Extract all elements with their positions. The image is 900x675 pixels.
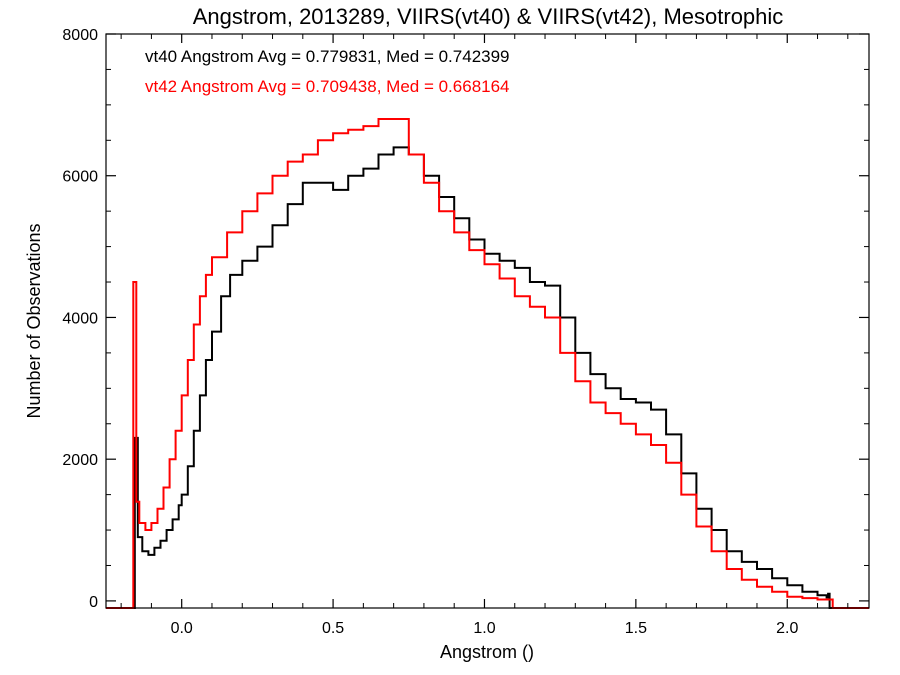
series-layer [106,118,869,609]
x-tick-label: 2.0 [776,620,798,637]
chart-title: Angstrom, 2013289, VIIRS(vt40) & VIIRS(v… [193,4,784,29]
x-tick-label: 0.0 [171,620,193,637]
y-tick-label: 4000 [62,310,98,327]
y-tick-label: 2000 [62,452,98,469]
y-tick-label: 6000 [62,169,98,186]
x-tick-label: 0.5 [322,620,344,637]
y-tick-label: 0 [89,594,98,611]
x-tick-label: 1.5 [625,620,647,637]
annotation-vt42: vt42 Angstrom Avg = 0.709438, Med = 0.66… [145,77,510,96]
tick-layer: 0.0 0.5 1.0 1.5 2.0 0 2000 4000 6000 8000 [62,27,869,637]
annotation-vt40: vt40 Angstrom Avg = 0.779831, Med = 0.74… [145,47,510,66]
y-tick-label: 8000 [62,27,98,44]
plot-frame [105,33,870,609]
x-tick-label: 1.0 [473,620,495,637]
series-line-1 [106,118,869,609]
x-axis-label: Angstrom () [440,642,534,662]
y-axis-label: Number of Observations [24,223,44,418]
